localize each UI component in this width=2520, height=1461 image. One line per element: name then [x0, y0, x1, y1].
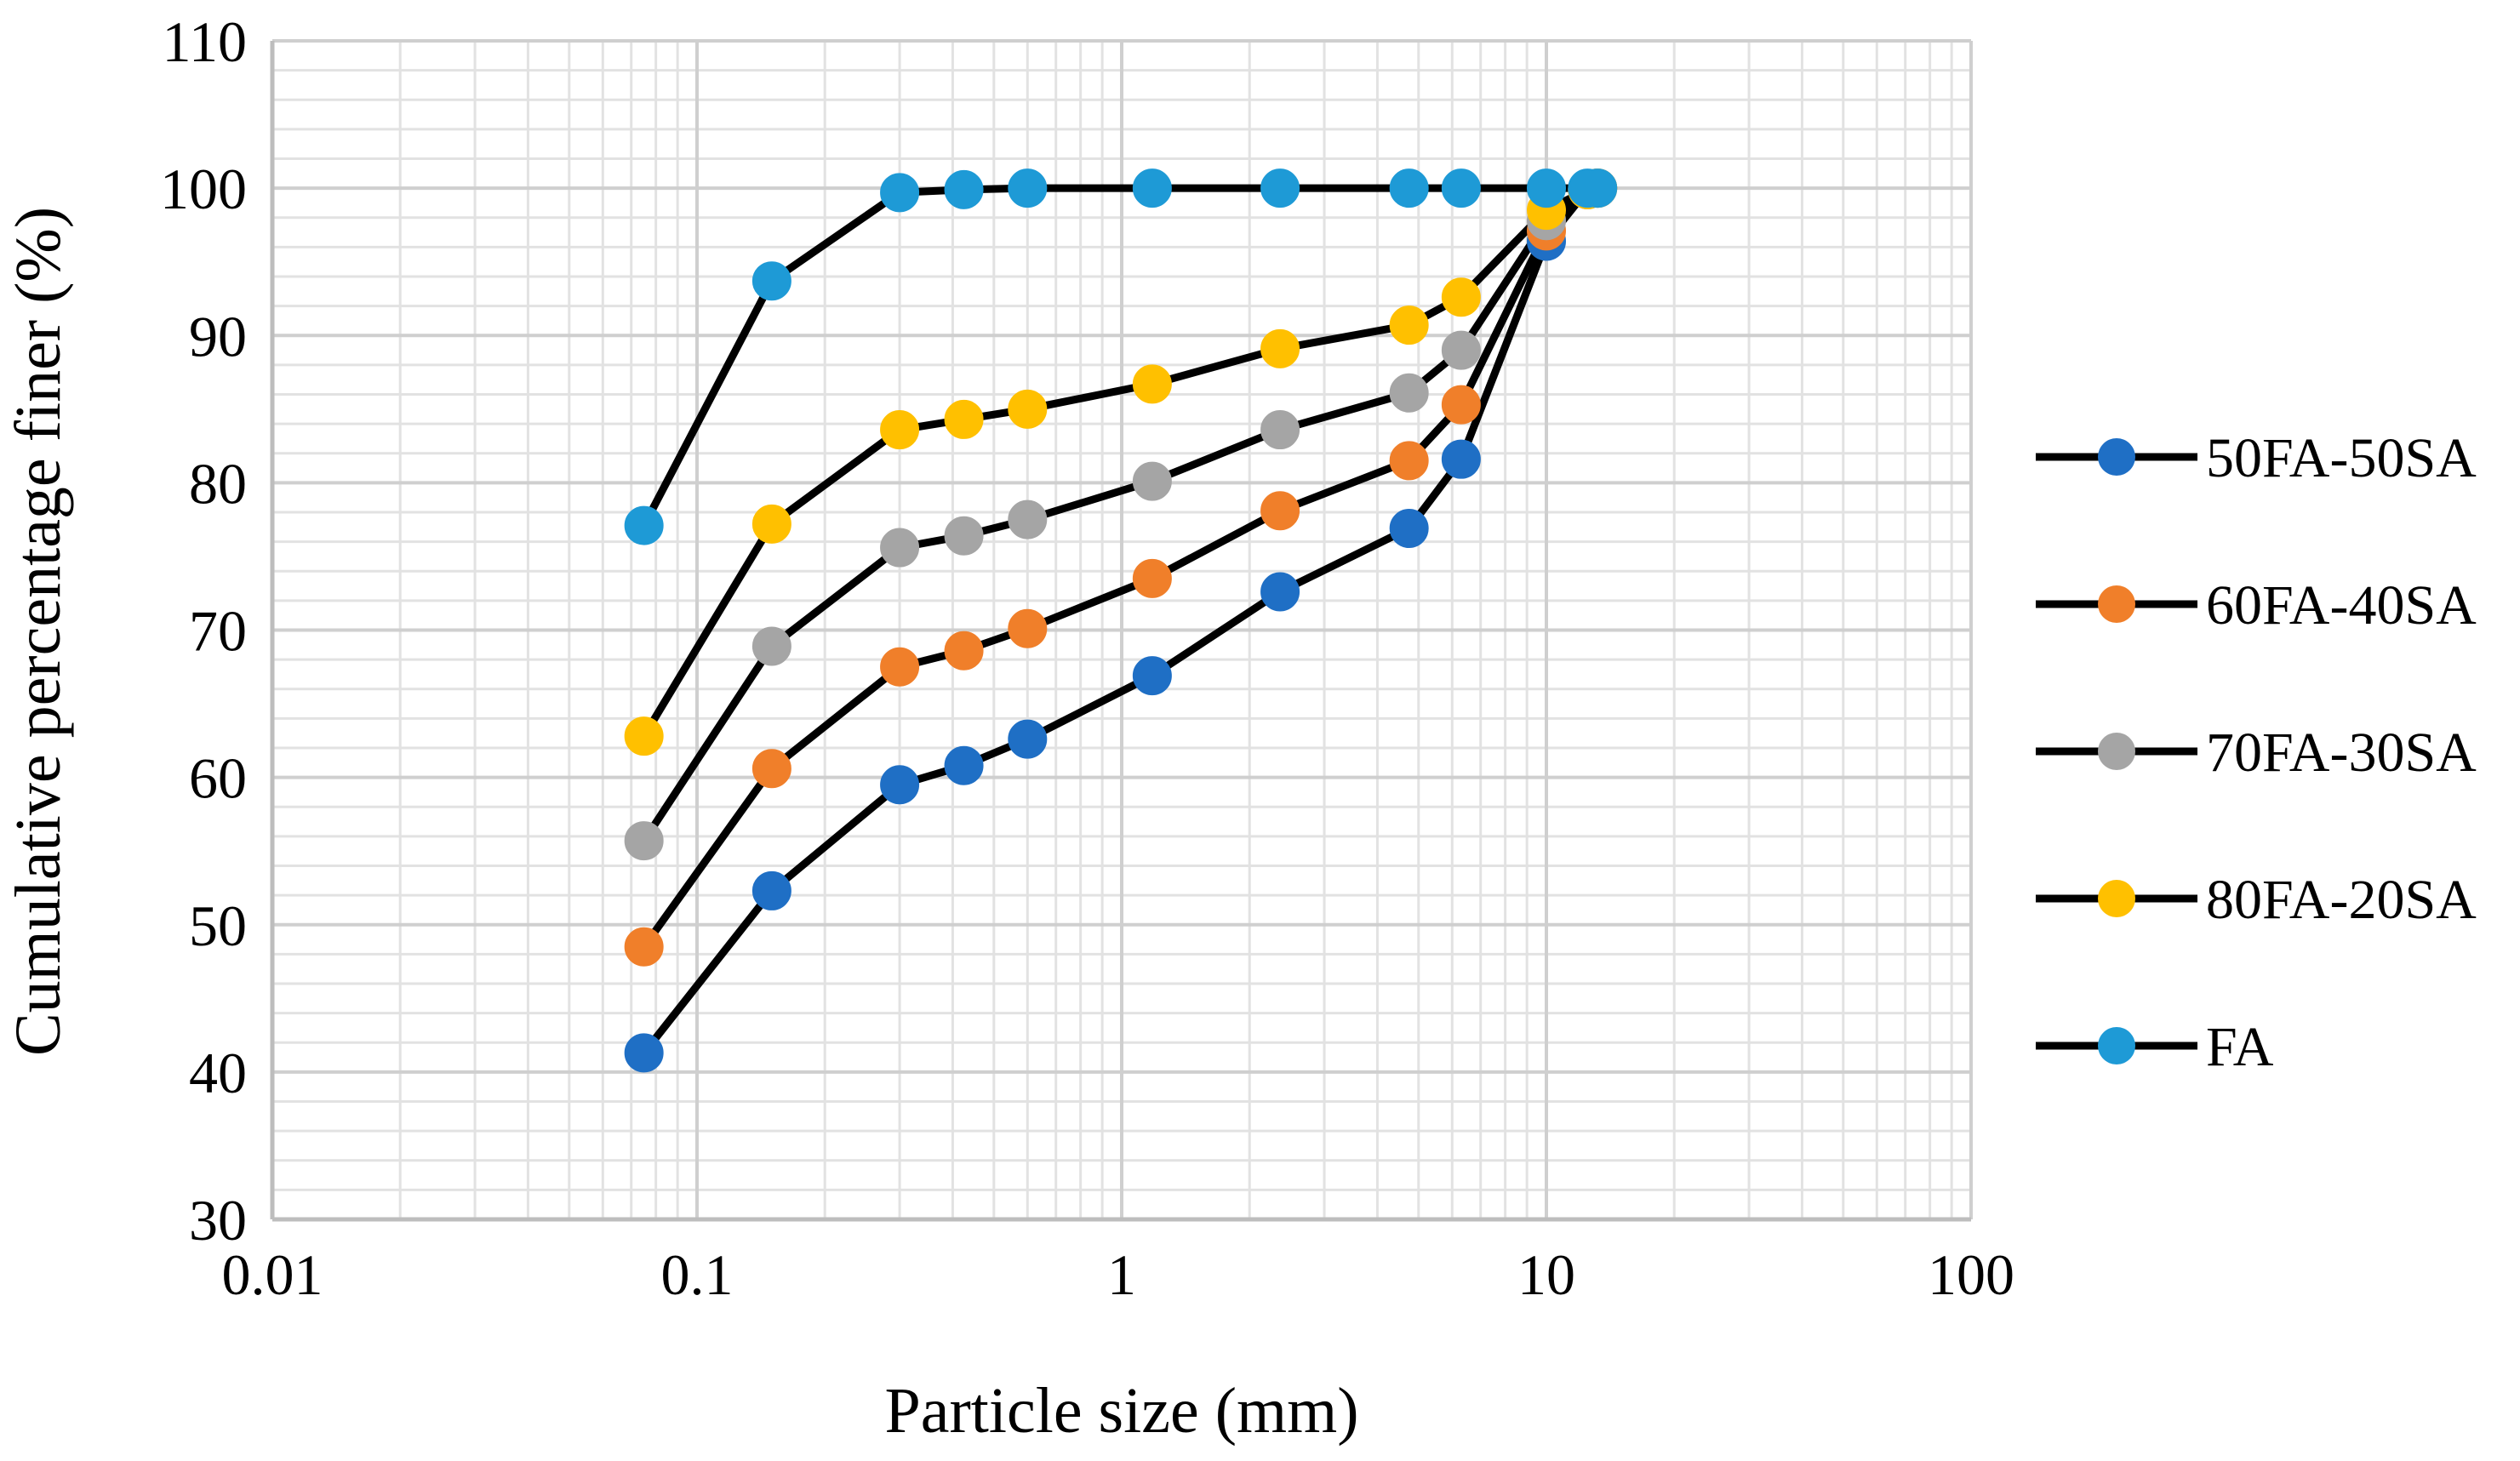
legend-label: FA [2206, 1016, 2274, 1078]
data-point-50FA-50SA [944, 745, 984, 785]
legend-marker-swatch [2098, 733, 2135, 770]
data-point-FA [1527, 168, 1566, 208]
data-point-60FA-40SA [880, 647, 920, 687]
legend-entry: 80FA-20SA [2036, 869, 2477, 931]
y-tick-label: 110 [163, 9, 247, 74]
data-point-FA [944, 169, 984, 209]
data-point-FA [1389, 168, 1429, 208]
data-point-60FA-40SA [1389, 441, 1429, 481]
legend-entry: 50FA-50SA [2036, 427, 2477, 489]
y-axis-title: Cumulative percentage finer (%) [3, 207, 74, 1056]
data-point-50FA-50SA [1389, 509, 1429, 549]
data-point-FA [1441, 168, 1481, 208]
data-point-70FA-30SA [624, 821, 664, 861]
data-point-80FA-20SA [1441, 277, 1481, 317]
data-point-80FA-20SA [1008, 389, 1048, 429]
data-point-60FA-40SA [1441, 385, 1481, 425]
x-tick-label: 0.01 [222, 1242, 323, 1307]
data-point-50FA-50SA [880, 765, 920, 805]
data-point-70FA-30SA [880, 528, 920, 568]
legend-marker-swatch [2098, 438, 2135, 476]
data-point-FA [624, 505, 664, 545]
data-point-50FA-50SA [1441, 439, 1481, 479]
axes [270, 41, 1971, 1222]
legend-marker-swatch [2098, 585, 2135, 623]
data-point-80FA-20SA [624, 716, 664, 756]
data-point-50FA-50SA [624, 1033, 664, 1073]
data-point-50FA-50SA [751, 870, 791, 910]
data-point-60FA-40SA [751, 749, 791, 789]
data-point-60FA-40SA [944, 631, 984, 671]
legend-label: 70FA-30SA [2206, 722, 2477, 784]
legend: 50FA-50SA 60FA-40SA 70FA-30SA 80FA-20SA FA [2036, 427, 2477, 1078]
data-point-60FA-40SA [1008, 608, 1048, 648]
data-point-FA [1008, 168, 1048, 208]
y-tick-label: 50 [189, 893, 247, 958]
legend-label: 60FA-40SA [2206, 574, 2477, 636]
data-point-70FA-30SA [1389, 373, 1429, 413]
data-point-FA [1260, 168, 1300, 208]
data-point-FA [880, 173, 920, 213]
data-point-70FA-30SA [1441, 330, 1481, 370]
y-tick-label: 40 [189, 1041, 247, 1105]
x-tick-label: 0.1 [661, 1242, 734, 1307]
y-tick-label: 30 [189, 1188, 247, 1253]
data-point-80FA-20SA [751, 504, 791, 544]
y-tick-label: 90 [189, 304, 247, 368]
legend-marker-swatch [2098, 1027, 2135, 1064]
data-point-80FA-20SA [944, 399, 984, 439]
data-point-50FA-50SA [1008, 719, 1048, 759]
legend-entry: 60FA-40SA [2036, 574, 2477, 636]
data-point-70FA-30SA [944, 516, 984, 556]
data-point-80FA-20SA [880, 410, 920, 450]
legend-entry: FA [2036, 1016, 2274, 1078]
data-point-70FA-30SA [751, 626, 791, 666]
x-tick-label: 100 [1928, 1242, 2014, 1307]
data-point-60FA-40SA [1260, 491, 1300, 531]
data-point-70FA-30SA [1132, 461, 1172, 501]
data-point-80FA-20SA [1132, 364, 1172, 404]
y-tick-label: 70 [189, 599, 247, 664]
legend-marker-swatch [2098, 880, 2135, 917]
series-markers [624, 168, 1618, 1073]
legend-label: 80FA-20SA [2206, 869, 2477, 931]
x-tick-label: 10 [1517, 1242, 1575, 1307]
data-point-50FA-50SA [1132, 656, 1172, 696]
data-point-FA [751, 261, 791, 301]
data-point-80FA-20SA [1260, 328, 1300, 368]
data-point-70FA-30SA [1008, 499, 1048, 539]
data-point-60FA-40SA [1132, 558, 1172, 598]
data-point-60FA-40SA [624, 927, 664, 967]
x-tick-label: 1 [1107, 1242, 1136, 1307]
data-point-70FA-30SA [1260, 410, 1300, 450]
data-point-FA [1132, 168, 1172, 208]
x-axis-title: Particle size (mm) [884, 1375, 1358, 1447]
y-tick-label: 60 [189, 746, 247, 811]
y-tick-label: 100 [160, 157, 247, 221]
legend-entry: 70FA-30SA [2036, 722, 2477, 784]
legend-label: 50FA-50SA [2206, 427, 2477, 489]
data-point-50FA-50SA [1260, 572, 1300, 612]
y-tick-label: 80 [189, 451, 247, 516]
data-point-80FA-20SA [1389, 305, 1429, 345]
data-point-FA [1578, 168, 1618, 208]
